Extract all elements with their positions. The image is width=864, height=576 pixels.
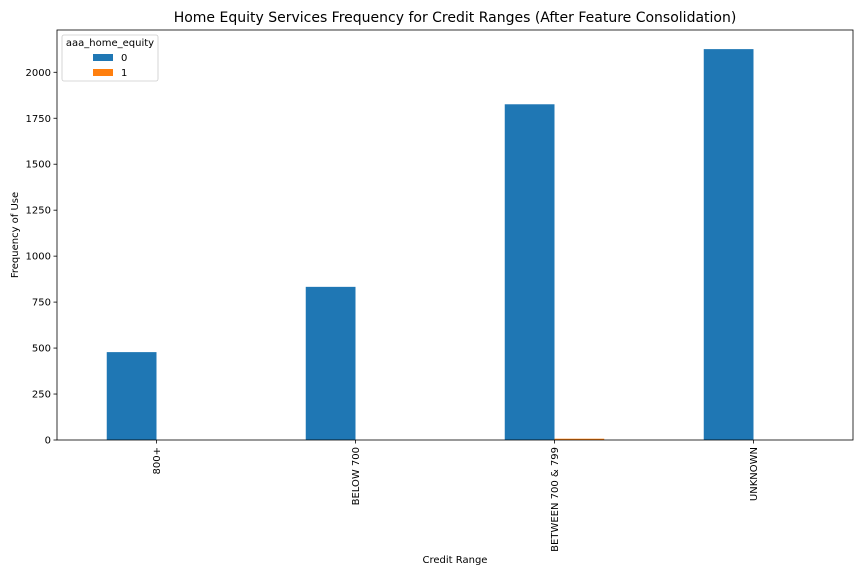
legend-title: aaa_home_equity — [66, 38, 154, 49]
legend-swatch-0 — [93, 54, 113, 61]
legend-label-0: 0 — [121, 53, 127, 64]
bar-series-0-0 — [106, 352, 157, 440]
x-tick-label: 800+ — [152, 447, 163, 474]
bar-series-1-2 — [554, 438, 605, 440]
plot-area: 0 250 500 750 1000 1250 1500 1750 2000 800+ BELOW … — [26, 29, 854, 552]
y-tick-label: 250 — [32, 390, 51, 401]
y-tick-label: 1500 — [26, 160, 51, 171]
y-tick-label: 1000 — [26, 252, 51, 263]
bar-series-0-1 — [305, 286, 356, 440]
legend: aaa_home_equity 0 1 — [61, 34, 159, 82]
y-axis-title: Frequency of Use — [10, 192, 21, 278]
legend-swatch-1 — [93, 69, 113, 76]
bar-series-0-2 — [504, 104, 555, 440]
plot-frame — [56, 29, 854, 441]
y-tick-label: 500 — [32, 344, 51, 355]
x-tick-label: BELOW 700 — [351, 447, 362, 505]
chart-title: Home Equity Services Frequency for Credi… — [174, 10, 737, 26]
bar-series-0-3 — [703, 49, 754, 441]
x-tick-label: BETWEEN 700 & 799 — [550, 447, 561, 552]
y-tick-label: 750 — [32, 298, 51, 309]
legend-label-1: 1 — [121, 68, 127, 79]
y-tick-label: 1750 — [26, 114, 51, 125]
x-tick-label: UNKNOWN — [749, 447, 760, 501]
y-tick-label: 1250 — [26, 206, 51, 217]
y-tick-label: 0 — [45, 436, 51, 447]
x-axis-title: Credit Range — [423, 555, 488, 566]
y-tick-label: 2000 — [26, 68, 51, 79]
